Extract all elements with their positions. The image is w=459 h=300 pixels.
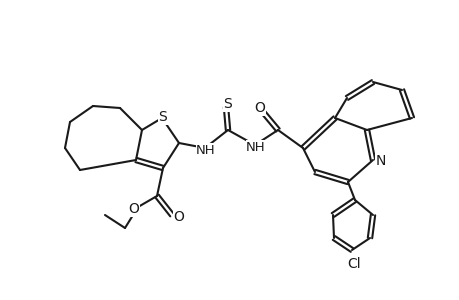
Text: S: S [223,97,232,111]
Text: O: O [254,101,265,115]
Text: O: O [128,202,139,216]
Text: NH: NH [246,140,265,154]
Text: O: O [173,210,184,224]
Text: NH: NH [196,143,215,157]
Text: Cl: Cl [347,257,360,271]
Text: N: N [375,154,386,168]
Text: S: S [158,110,167,124]
